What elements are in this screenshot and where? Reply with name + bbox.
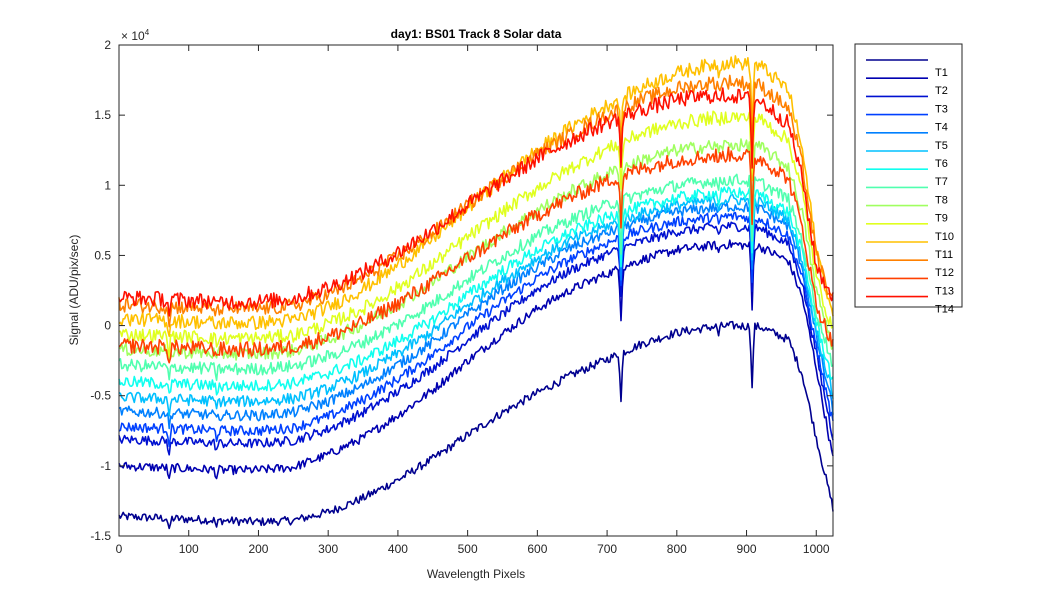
legend: T1 T2 T3 T4 T5 T6 T7 T8 T9 T10 T11 T12 T13 T14 [854, 43, 963, 316]
x-tick-label: 700 [597, 542, 617, 556]
series-line-t8 [118, 173, 834, 381]
legend-label-t9: T9 [935, 213, 948, 225]
x-tick-label: 400 [388, 542, 408, 556]
y-tick-label: 1 [104, 178, 111, 192]
series-line-t3 [118, 221, 834, 456]
x-tick-label: 1000 [803, 542, 830, 556]
legend-label-t10: T10 [935, 231, 954, 243]
x-tick-label: 300 [318, 542, 338, 556]
series-line-t5 [118, 202, 834, 430]
y-tick-label: -0.5 [90, 389, 111, 403]
x-ticks: 0 100 200 300 400 500 600 700 800 900 1000 [116, 45, 830, 556]
series-line-t13 [118, 146, 834, 364]
series-line-t14 [118, 87, 834, 317]
series-line-t12 [118, 74, 834, 328]
y-tick-label: -1 [100, 459, 111, 473]
y-exponent-label: × 104 [121, 28, 150, 43]
series-line-t2 [118, 239, 834, 480]
legend-label-t7: T7 [935, 176, 948, 188]
legend-label-t5: T5 [935, 140, 948, 152]
legend-label-t11: T11 [935, 249, 953, 261]
x-tick-label: 900 [737, 542, 757, 556]
x-tick-label: 500 [458, 542, 478, 556]
x-tick-label: 100 [179, 542, 199, 556]
series-layer [118, 55, 834, 530]
series-line-t7 [118, 186, 834, 396]
y-tick-label: 2 [104, 38, 111, 52]
legend-label-t12: T12 [935, 267, 954, 279]
series-line-t6 [118, 193, 834, 417]
legend-box [854, 43, 963, 308]
legend-label-t14: T14 [935, 304, 954, 316]
legend-label-t3: T3 [935, 103, 948, 115]
chart-title: day1: BS01 Track 8 Solar data [391, 27, 562, 41]
y-exponent-base: × 10 [121, 29, 145, 43]
legend-label-t1: T1 [935, 67, 948, 79]
series-line-t1 [118, 320, 834, 530]
x-tick-label: 800 [667, 542, 687, 556]
y-ticks: -1.5 -1 -0.5 0 0.5 1 1.5 2 [90, 38, 833, 543]
legend-label-t13: T13 [935, 285, 954, 297]
legend-label-t4: T4 [935, 122, 948, 134]
y-tick-label: -1.5 [90, 529, 111, 543]
series-line-t4 [118, 211, 834, 448]
legend-label-t6: T6 [935, 158, 948, 170]
series-line-t10 [118, 110, 834, 358]
y-tick-label: 1.5 [94, 108, 111, 122]
x-tick-label: 200 [248, 542, 268, 556]
y-tick-label: 0.5 [94, 248, 111, 262]
x-tick-label: 600 [527, 542, 547, 556]
legend-label-t8: T8 [935, 194, 948, 206]
x-tick-label: 0 [116, 542, 123, 556]
y-tick-label: 0 [104, 319, 111, 333]
legend-label-t2: T2 [935, 85, 948, 97]
y-exponent-power: 4 [145, 28, 150, 37]
plot-axes-box [118, 44, 834, 537]
y-axis-label: Signal (ADU/pix/sec) [67, 235, 81, 346]
x-axis-label: Wavelength Pixels [427, 567, 525, 581]
